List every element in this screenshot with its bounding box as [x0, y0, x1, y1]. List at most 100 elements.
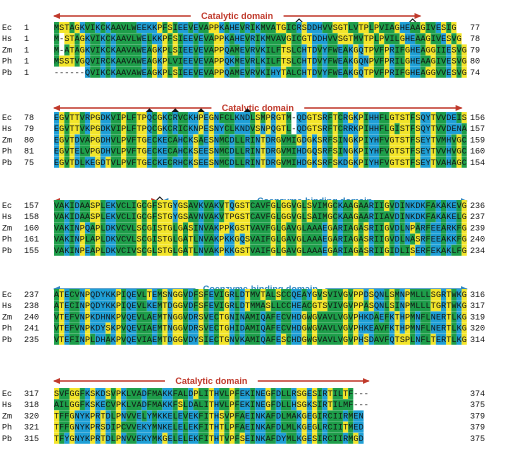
residue-shade: [255, 134, 261, 146]
residue-shade: [446, 244, 452, 256]
residue-shade: [451, 300, 457, 312]
residue-shade: [435, 112, 447, 123]
residue-shade: [188, 432, 199, 444]
residue-shade: [301, 289, 307, 300]
residue-shade: [435, 66, 447, 78]
residue-shade: [404, 289, 411, 300]
residue-shade: [353, 112, 359, 123]
residue-shade: [270, 211, 276, 223]
residue-shade: [368, 300, 374, 312]
residue-shade: [348, 156, 354, 168]
residue-shade: [435, 333, 447, 345]
residue-shade: [115, 211, 137, 223]
sequence-row: Hs 79 EGVTTVKPGDKVIPLFTPQCGKCRICKNPESNYCLK…: [2, 123, 485, 135]
residue-shade: [250, 123, 256, 135]
residue-shade: [188, 399, 194, 411]
residue-shade: [69, 112, 80, 123]
residue-shade: [250, 388, 256, 399]
residue-shade: [281, 333, 287, 345]
residue-shade: [363, 333, 369, 345]
residue-shade: [394, 66, 405, 78]
residue-shade: [54, 432, 60, 444]
residue-shade: [301, 44, 307, 56]
residue-shade: [332, 156, 338, 168]
residue-shade: [110, 432, 116, 444]
residue-shade: [420, 311, 431, 323]
residue-shade: [208, 421, 214, 433]
residue-shade: [84, 222, 91, 234]
start-position: 158: [24, 212, 39, 222]
residue-shade: [389, 322, 395, 334]
residue-shade: [64, 200, 70, 211]
residue-shade: [146, 410, 153, 422]
residue-shade: [312, 211, 328, 223]
residue-shade: [348, 322, 354, 334]
residue-shade: [301, 300, 312, 312]
residue-shade: [136, 200, 142, 211]
residue-shade: [296, 211, 302, 223]
species-label: Hs: [2, 301, 12, 311]
residue-shade: [441, 233, 447, 245]
residue-shade: [270, 123, 276, 135]
residue-shade: [275, 399, 282, 411]
residue-shade: [306, 66, 312, 78]
residue-shade: [84, 289, 91, 300]
residue-shade: [306, 311, 312, 323]
residue-shade: [255, 410, 266, 422]
residue-shade: [379, 22, 395, 33]
residue-shade: [244, 289, 251, 300]
residue-shade: [286, 233, 297, 245]
residue-shade: [286, 112, 292, 123]
residue-shade: [420, 322, 431, 334]
residue-shade: [275, 244, 282, 256]
residue-shade: [172, 289, 183, 300]
residue-shade: [100, 123, 111, 135]
sequence-text: TFFGNYKPRTDLPNVVELYMKKELEVEKFITHSVPFAEIN…: [54, 411, 364, 421]
residue-shade: [404, 44, 411, 56]
residue-shade: [105, 66, 111, 78]
residue-shade: [342, 112, 349, 123]
residue-shade: [234, 244, 251, 256]
residue-shade: [358, 22, 369, 33]
start-position: 237: [24, 290, 39, 300]
residue-shade: [312, 421, 318, 433]
residue-shade: [327, 388, 333, 399]
residue-shade: [239, 66, 245, 78]
residue-shade: [152, 123, 158, 135]
species-label: Pb: [2, 434, 12, 444]
residue-shade: [353, 156, 359, 168]
residue-shade: [177, 399, 183, 411]
residue-shade: [291, 289, 302, 300]
residue-shade: [136, 300, 147, 312]
residue-shade: [193, 233, 199, 245]
residue-shade: [193, 300, 199, 312]
residue-shade: [208, 289, 214, 300]
residue-shade: [126, 322, 137, 334]
residue-shade: [281, 134, 297, 146]
residue-shade: [363, 300, 369, 312]
residue-shade: [90, 300, 116, 312]
residue-shade: [420, 222, 426, 234]
residue-shade: [456, 33, 462, 45]
residue-shade: [368, 244, 374, 256]
end-position: 375: [470, 400, 485, 410]
residue-shade: [162, 388, 173, 399]
residue-shade: [435, 200, 441, 211]
residue-shade: [368, 289, 374, 300]
residue-shade: [358, 156, 364, 168]
residue-shade: [461, 156, 467, 168]
residue-shade: [358, 244, 364, 256]
residue-shade: [435, 134, 447, 146]
residue-shade: [456, 289, 462, 300]
residue-shade: [219, 200, 225, 211]
residue-shade: [183, 33, 194, 45]
residue-shade: [234, 123, 251, 135]
residue-shade: [188, 112, 199, 123]
residue-shade: [64, 134, 70, 146]
residue-shade: [59, 388, 70, 399]
residue-shade: [415, 222, 421, 234]
residue-shade: [348, 410, 354, 422]
residue-shade: [265, 289, 276, 300]
residue-shade: [291, 44, 302, 56]
residue-shade: [172, 233, 178, 245]
